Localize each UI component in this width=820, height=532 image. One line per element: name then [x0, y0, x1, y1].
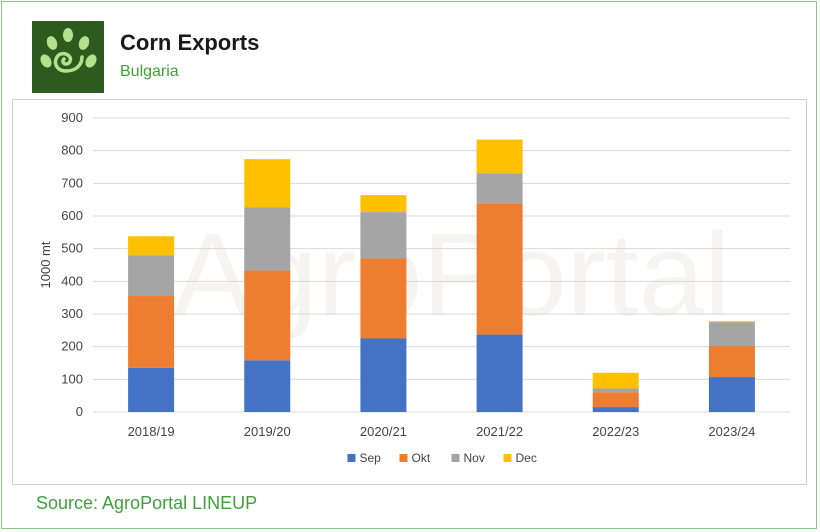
y-tick-label: 200 [61, 339, 83, 354]
x-tick-label: 2019/20 [244, 424, 291, 439]
y-tick-label: 300 [61, 306, 83, 321]
bar-sep-2020-21 [360, 338, 407, 412]
bar-dec-2019-20 [244, 159, 291, 208]
legend-label-sep: Sep [360, 451, 382, 465]
agroportal-logo-icon [40, 28, 97, 73]
bar-sep-2021-22 [476, 334, 523, 412]
bar-sep-2022-23 [592, 407, 639, 412]
page-subtitle: Bulgaria [120, 63, 179, 80]
bar-dec-2023-24 [708, 321, 755, 323]
y-tick-label: 600 [61, 208, 83, 223]
source-note: Source: AgroPortal LINEUP [36, 493, 258, 513]
bar-dec-2022-23 [592, 372, 639, 389]
bar-sep-2023-24 [708, 377, 755, 412]
x-tick-label: 2022/23 [592, 424, 639, 439]
bar-nov-2018-19 [128, 255, 175, 297]
bar-okt-2020-21 [360, 258, 407, 339]
bar-okt-2021-22 [476, 203, 523, 335]
logo [32, 21, 104, 93]
bar-okt-2023-24 [708, 346, 755, 378]
y-tick-label: 400 [61, 273, 83, 288]
bar-okt-2019-20 [244, 270, 291, 361]
y-tick-label: 800 [61, 143, 83, 158]
x-tick-label: 2023/24 [708, 424, 755, 439]
legend-label-dec: Dec [516, 451, 537, 465]
legend-label-nov: Nov [464, 451, 485, 465]
legend-swatch-okt [399, 454, 408, 462]
bar-dec-2020-21 [360, 195, 407, 213]
y-tick-label: 100 [61, 371, 83, 386]
legend-swatch-dec [503, 454, 512, 462]
chart-container: AgroPortal 0 100 200 300 400 500 600 700 800 900 10… [12, 99, 807, 485]
y-tick-label: 0 [76, 404, 83, 419]
bar-sep-2018-19 [128, 367, 175, 412]
bar-nov-2021-22 [476, 173, 523, 204]
bar-nov-2022-23 [592, 388, 639, 393]
bar-nov-2020-21 [360, 212, 407, 259]
stacked-bar-chart: AgroPortal010020030040050060070080090010… [38, 110, 790, 465]
bar-nov-2019-20 [244, 207, 291, 271]
legend-label-okt: Okt [412, 451, 431, 465]
legend-swatch-sep [347, 454, 356, 462]
x-tick-label: 2020/21 [360, 424, 407, 439]
bar-nov-2023-24 [708, 322, 755, 347]
y-tick-label: 700 [61, 175, 83, 190]
y-axis-title: 1000 mt [38, 241, 53, 288]
y-tick-label: 500 [61, 241, 83, 256]
x-tick-label: 2018/19 [128, 424, 175, 439]
x-tick-label: 2021/22 [476, 424, 523, 439]
page-title: Corn Exports [120, 30, 260, 55]
bar-sep-2019-20 [244, 360, 291, 412]
bar-dec-2018-19 [128, 236, 175, 256]
legend-swatch-nov [451, 454, 460, 462]
y-tick-label: 900 [61, 110, 83, 125]
bar-dec-2021-22 [476, 139, 523, 174]
bar-okt-2022-23 [592, 392, 639, 408]
bar-okt-2018-19 [128, 296, 175, 368]
